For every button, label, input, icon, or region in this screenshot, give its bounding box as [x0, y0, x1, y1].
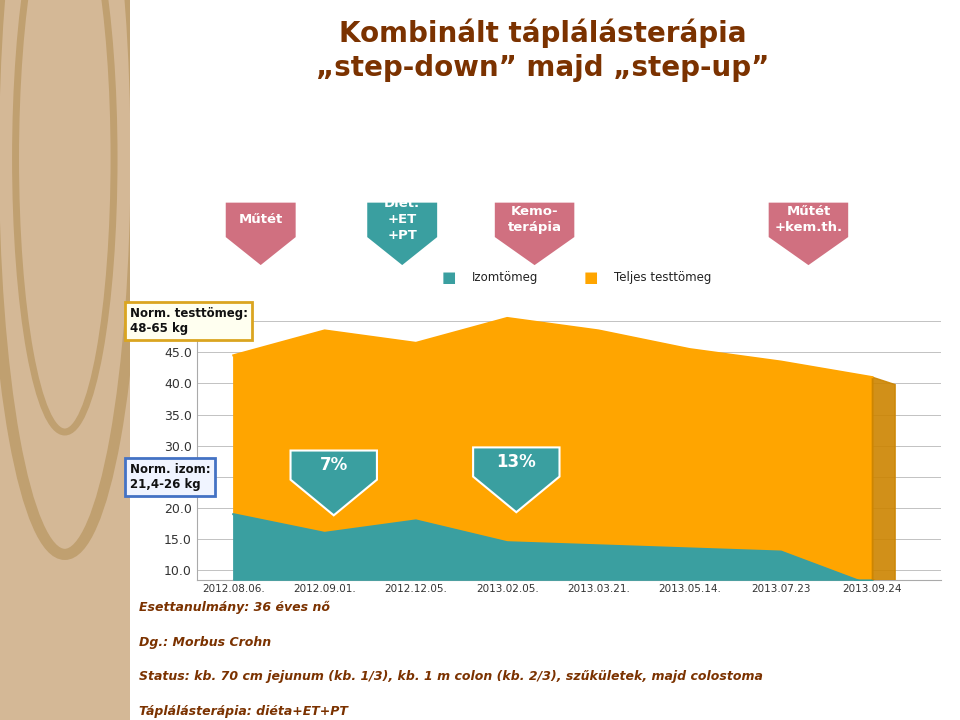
Text: Műtét: Műtét [239, 213, 283, 226]
Polygon shape [781, 580, 895, 587]
Text: 13%: 13% [496, 453, 537, 471]
Text: Táplálásterápia: diéta+ET+PT: Táplálásterápia: diéta+ET+PT [139, 705, 348, 718]
Text: Diet.
+ET
+PT: Diet. +ET +PT [384, 197, 420, 242]
Text: Kombinált táplálásterápia: Kombinált táplálásterápia [339, 18, 746, 48]
Text: Teljes testtömeg: Teljes testtömeg [614, 271, 711, 284]
Text: Norm. izom:
21,4-26 kg: Norm. izom: 21,4-26 kg [130, 463, 210, 491]
Polygon shape [598, 580, 712, 587]
Text: Kemo-
terápia: Kemo- terápia [508, 205, 562, 234]
Text: Dg.: Morbus Crohn: Dg.: Morbus Crohn [139, 636, 272, 649]
Polygon shape [324, 580, 439, 587]
Text: Izomtömeg: Izomtömeg [472, 271, 539, 284]
Text: ■: ■ [584, 270, 598, 284]
Text: „step-down” majd „step-up”: „step-down” majd „step-up” [316, 54, 769, 82]
Text: Status: kb. 70 cm jejunum (kb. 1/3), kb. 1 m colon (kb. 2/3), szűkületek, majd c: Status: kb. 70 cm jejunum (kb. 1/3), kb.… [139, 670, 763, 683]
Text: ■: ■ [442, 270, 456, 284]
Polygon shape [507, 580, 621, 587]
Text: Norm. testtömeg:
48-65 kg: Norm. testtömeg: 48-65 kg [130, 307, 248, 335]
Polygon shape [416, 580, 530, 587]
Text: Műtét
+kem.th.: Műtét +kem.th. [775, 205, 843, 234]
Text: Esettanulmány: 36 éves nő: Esettanulmány: 36 éves nő [139, 601, 330, 614]
Polygon shape [873, 580, 895, 593]
Polygon shape [689, 580, 804, 587]
Polygon shape [233, 580, 348, 587]
Polygon shape [873, 377, 895, 593]
Text: 7%: 7% [320, 456, 348, 474]
